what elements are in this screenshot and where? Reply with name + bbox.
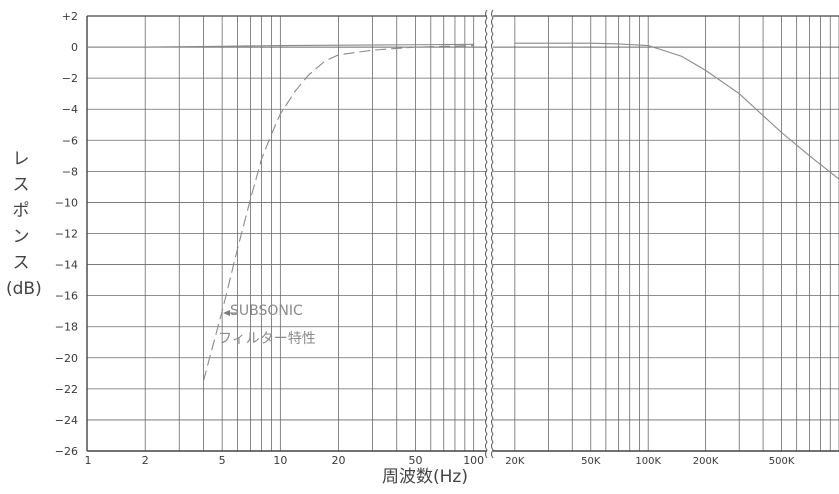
x-tick-label: 100 [463, 454, 484, 467]
x-tick-label: 20K [505, 456, 525, 467]
x-tick-label: 10 [273, 454, 287, 467]
y-axis-title-char: ス [12, 253, 30, 273]
response-curve-solid [514, 42, 839, 180]
x-tick-label: 5 [219, 454, 226, 467]
y-tick-label: −20 [55, 352, 78, 365]
axis-break-gap [487, 10, 493, 457]
y-tick-label: −26 [55, 445, 78, 458]
x-tick-labels: 1 2 5 10 20 50 100 20K 50K 100K 200K 500K [85, 454, 795, 467]
y-tick-label: −10 [55, 196, 78, 209]
y-tick-label: +2 [62, 10, 78, 23]
y-tick-label: 0 [71, 41, 78, 54]
y-tick-labels: +2 0 −2 −4 −6 −8 −10 −12 −14 −16 −18 −20 −22 −24 −26 [55, 10, 78, 458]
y-tick-label: −8 [62, 165, 78, 178]
grid-lines [86, 15, 839, 452]
y-axis-title-char: レ [12, 149, 30, 169]
annotation-filter: フィルター特性 [218, 331, 316, 347]
axis-break [485, 9, 494, 459]
y-tick-label: −6 [62, 134, 78, 147]
y-axis-title-unit: (dB) [6, 279, 42, 299]
y-tick-label: −22 [55, 383, 78, 396]
x-tick-label: 200K [693, 456, 719, 467]
y-tick-label: −18 [55, 321, 78, 334]
x-axis-title: 周波数(Hz) [382, 467, 468, 487]
y-tick-label: −16 [55, 290, 78, 303]
y-axis-title: レ ス ポ ン ス (dB) [6, 146, 42, 302]
y-axis-title-char: ス [12, 175, 30, 195]
x-tick-label: 500K [769, 456, 795, 467]
annotation-arrow-head [223, 310, 230, 316]
series-lines [87, 42, 839, 382]
subsonic-filter-curve [202, 44, 474, 382]
response-curve-solid [87, 43, 474, 48]
y-tick-label: −12 [55, 228, 78, 241]
x-tick-label: 50K [581, 456, 601, 467]
x-tick-label: 20 [332, 454, 346, 467]
y-tick-label: −24 [55, 414, 78, 427]
axis-break-edge-left [485, 9, 488, 459]
y-axis-title-char: ン [12, 227, 30, 247]
y-tick-label: −4 [62, 103, 78, 116]
x-tick-label: 1 [85, 454, 92, 467]
axis-break-edge-right [491, 9, 494, 459]
plot-frame [86, 15, 839, 452]
x-tick-label: 2 [142, 454, 149, 467]
y-axis-title-char: ポ [12, 201, 30, 221]
y-tick-label: −14 [55, 259, 78, 272]
annotation-subsonic: SUBSONIC [230, 303, 303, 319]
y-tick-label: −2 [62, 72, 78, 85]
x-tick-label: 50 [408, 454, 422, 467]
annotation-arrow [223, 310, 238, 316]
x-tick-label: 100K [635, 456, 661, 467]
